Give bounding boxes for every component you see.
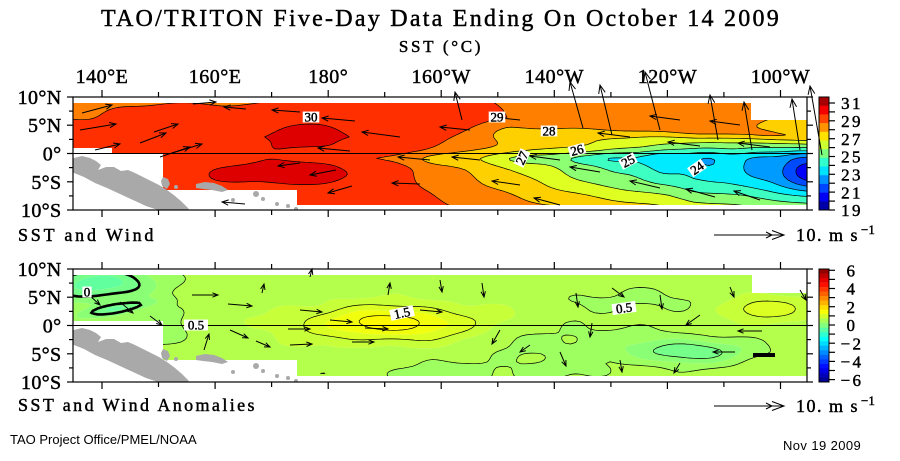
svg-text:28: 28: [543, 123, 556, 138]
svg-text:−1: −1: [861, 393, 875, 408]
svg-text:29: 29: [841, 112, 863, 131]
svg-text:31: 31: [841, 94, 863, 113]
svg-text:SST and Wind Anomalies: SST and Wind Anomalies: [18, 395, 257, 415]
svg-text:5°S: 5°S: [31, 344, 61, 366]
svg-text:120°W: 120°W: [638, 66, 697, 88]
svg-text:TAO Project Office/PMEL/NOAA: TAO Project Office/PMEL/NOAA: [10, 432, 197, 447]
svg-text:10. m s: 10. m s: [796, 396, 859, 416]
svg-text:−1: −1: [861, 222, 875, 237]
svg-text:10. m s: 10. m s: [796, 225, 859, 245]
svg-text:2: 2: [847, 298, 858, 317]
svg-text:1.5: 1.5: [392, 304, 411, 322]
svg-text:5°N: 5°N: [28, 115, 62, 137]
svg-text:26: 26: [569, 141, 586, 159]
svg-text:6: 6: [847, 262, 858, 281]
svg-text:5°N: 5°N: [28, 287, 62, 309]
svg-text:−2: −2: [841, 334, 864, 353]
svg-text:Nov 19 2009: Nov 19 2009: [783, 438, 861, 453]
svg-text:0°: 0°: [43, 316, 62, 338]
svg-text:0: 0: [84, 284, 91, 299]
svg-text:SST (°C): SST (°C): [399, 37, 483, 56]
svg-text:10°S: 10°S: [21, 200, 62, 222]
svg-text:100°W: 100°W: [751, 66, 810, 88]
svg-text:SST and Wind: SST and Wind: [18, 225, 156, 245]
svg-text:25: 25: [841, 148, 863, 167]
svg-text:0.5: 0.5: [615, 299, 633, 316]
svg-text:23: 23: [841, 166, 863, 185]
svg-text:10°N: 10°N: [18, 87, 62, 109]
svg-text:180°: 180°: [308, 66, 348, 88]
svg-text:0.5: 0.5: [188, 317, 204, 332]
svg-text:21: 21: [841, 183, 863, 202]
svg-text:TAO/TRITON Five-Day Data Endin: TAO/TRITON Five-Day Data Ending On Octob…: [101, 6, 781, 32]
svg-text:29: 29: [491, 109, 504, 124]
svg-text:0: 0: [847, 316, 858, 335]
svg-text:19: 19: [841, 201, 863, 220]
svg-text:30: 30: [305, 109, 318, 124]
svg-text:−4: −4: [841, 353, 864, 372]
svg-text:4: 4: [847, 280, 858, 299]
svg-text:10°S: 10°S: [21, 372, 62, 394]
svg-text:160°E: 160°E: [189, 66, 242, 88]
svg-text:0°: 0°: [43, 144, 62, 166]
svg-text:5°S: 5°S: [31, 172, 61, 194]
svg-text:10°N: 10°N: [18, 259, 62, 281]
svg-text:160°W: 160°W: [412, 66, 471, 88]
svg-text:140°W: 140°W: [525, 66, 584, 88]
svg-text:27: 27: [841, 130, 863, 149]
svg-text:−6: −6: [841, 371, 864, 390]
svg-text:140°E: 140°E: [76, 66, 129, 88]
